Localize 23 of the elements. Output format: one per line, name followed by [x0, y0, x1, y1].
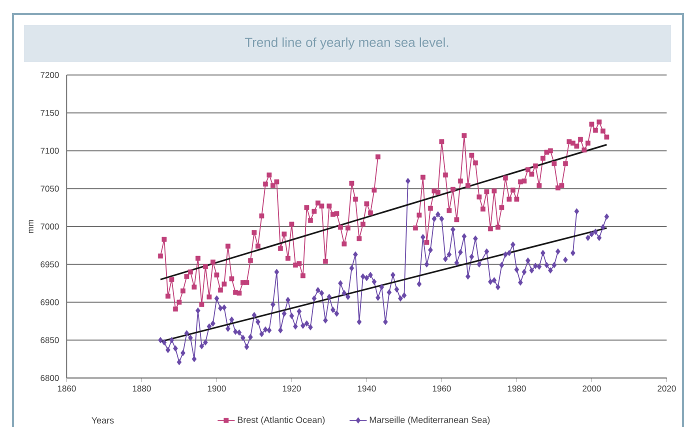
x-tick-label: 1960 — [432, 386, 451, 392]
y-tick-label: 7100 — [40, 148, 59, 154]
y-tick-label: 6850 — [40, 337, 59, 344]
y-tick-label: 7150 — [40, 110, 59, 116]
legend-label: Marseille (Mediterranean Sea) — [370, 416, 490, 425]
y-tick-label: 6950 — [40, 261, 59, 268]
x-tick-label: 1900 — [208, 386, 226, 392]
x-tick-label: 2000 — [582, 386, 601, 392]
x-tick-label: 1860 — [58, 386, 76, 392]
y-tick-label: 7050 — [40, 186, 59, 192]
x-axis-title: Years — [92, 417, 114, 424]
y-axis-title: mm — [28, 220, 34, 234]
y-tick-label: 7000 — [40, 223, 59, 230]
x-tick-label: 1940 — [358, 386, 376, 392]
x-tick-label: 1980 — [508, 386, 526, 392]
chart-title: Trend line of yearly mean sea level. — [244, 37, 448, 50]
y-tick-label: 6900 — [40, 299, 59, 306]
x-tick-label: 1920 — [282, 386, 301, 392]
y-tick-label: 6800 — [40, 374, 59, 381]
x-tick-label: 1880 — [132, 386, 151, 392]
legend-label: Brest (Atlantic Ocean) — [238, 416, 325, 425]
x-tick-label: 2020 — [658, 386, 676, 392]
y-tick-label: 7200 — [40, 72, 59, 78]
